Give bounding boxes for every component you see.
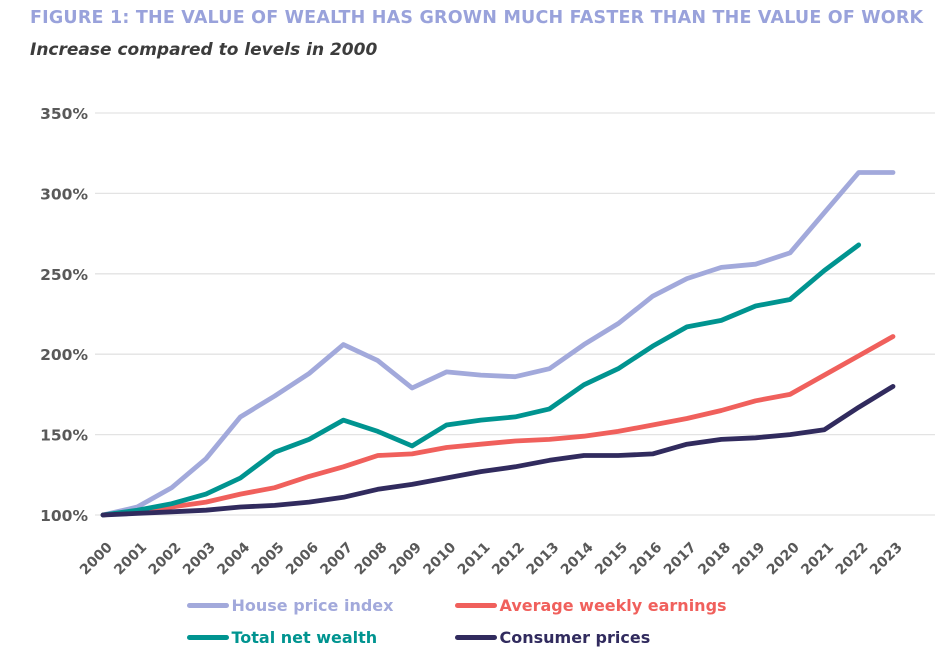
legend-item-total-net-wealth: Total net wealth bbox=[186, 628, 455, 647]
total-net-wealth-line-swatch bbox=[186, 635, 229, 640]
legend-item-average-weekly-earnings: Average weekly earnings bbox=[454, 596, 765, 615]
x-axis-tick-label-2003: 2003 bbox=[180, 540, 219, 579]
series-line-consumer-prices bbox=[100, 383, 896, 518]
x-axis-tick-label-2005: 2005 bbox=[249, 540, 288, 579]
legend-label-consumer-prices: Consumer prices bbox=[499, 628, 651, 647]
x-axis-tick-label-2011: 2011 bbox=[455, 540, 494, 579]
chart-legend: House price index Average weekly earning… bbox=[0, 596, 951, 647]
y-axis-tick-label-100%: 100% bbox=[40, 507, 88, 525]
x-axis-tick-label-2012: 2012 bbox=[489, 540, 528, 579]
x-axis-tick-label-2001: 2001 bbox=[111, 540, 150, 579]
x-axis-tick-label-2006: 2006 bbox=[283, 540, 322, 579]
x-axis-tick-label-2017: 2017 bbox=[661, 540, 700, 579]
y-axis-tick-label-150%: 150% bbox=[40, 427, 88, 445]
x-axis-tick-label-2013: 2013 bbox=[523, 540, 562, 579]
x-axis-tick-label-2004: 2004 bbox=[214, 539, 253, 578]
series-line-total-net-wealth bbox=[100, 242, 862, 518]
average-weekly-earnings-line-swatch bbox=[454, 603, 497, 608]
x-axis-tick-label-2015: 2015 bbox=[592, 540, 631, 579]
legend-label-house-price-index: House price index bbox=[231, 596, 394, 615]
legend-label-average-weekly-earnings: Average weekly earnings bbox=[499, 596, 727, 615]
x-axis-tick-label-2009: 2009 bbox=[386, 540, 425, 579]
x-axis-tick-label-2014: 2014 bbox=[558, 539, 597, 578]
legend-label-total-net-wealth: Total net wealth bbox=[231, 628, 378, 647]
y-axis-tick-label-350%: 350% bbox=[40, 105, 88, 123]
figure-subtitle: Increase compared to levels in 2000 bbox=[30, 40, 378, 60]
x-axis-tick-label-2000: 2000 bbox=[77, 539, 116, 578]
figure-title: FIGURE 1: THE VALUE OF WEALTH HAS GROWN … bbox=[30, 8, 924, 28]
consumer-prices-line-swatch bbox=[454, 635, 497, 640]
x-axis-tick-label-2010: 2010 bbox=[420, 539, 459, 578]
y-axis-tick-label-200%: 200% bbox=[40, 346, 88, 364]
y-axis-tick-label-300%: 300% bbox=[40, 185, 88, 203]
x-axis-tick-label-2019: 2019 bbox=[730, 540, 769, 579]
y-axis-tick-label-250%: 250% bbox=[40, 266, 88, 284]
line-chart-plot-area: 100% 150% 200% 250% 300% 350% 2000200120022003… bbox=[40, 105, 935, 579]
x-axis-tick-label-2023: 2023 bbox=[867, 540, 906, 579]
x-axis-tick-label-2018: 2018 bbox=[695, 540, 734, 579]
x-axis-tick-label-2020: 2020 bbox=[764, 539, 803, 578]
x-axis-tick-label-2008: 2008 bbox=[352, 540, 391, 579]
x-axis-tick-label-2002: 2002 bbox=[146, 540, 185, 579]
x-axis-tick-label-2021: 2021 bbox=[798, 540, 837, 579]
x-axis-tick-label-2007: 2007 bbox=[317, 540, 356, 579]
house-price-index-line-swatch bbox=[186, 603, 229, 608]
series-line-average-weekly-earnings bbox=[100, 334, 896, 518]
x-axis-tick-label-2022: 2022 bbox=[833, 540, 872, 579]
legend-item-house-price-index: House price index bbox=[186, 596, 455, 615]
series-line-house-price-index bbox=[100, 170, 896, 518]
x-axis-tick-label-2016: 2016 bbox=[627, 540, 666, 579]
legend-item-consumer-prices: Consumer prices bbox=[454, 628, 765, 647]
